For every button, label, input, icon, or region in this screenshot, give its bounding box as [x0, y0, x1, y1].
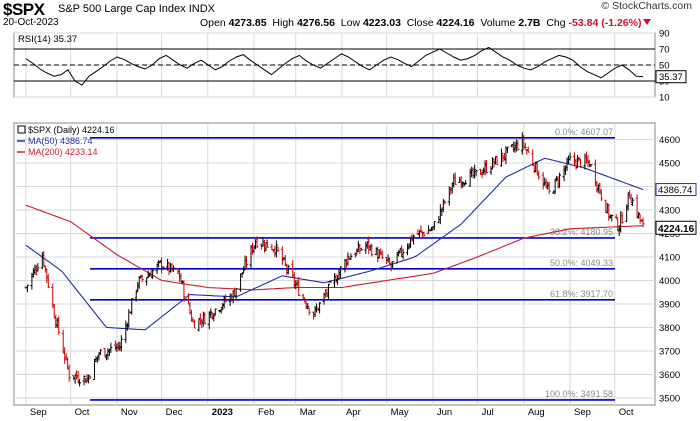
rsi-tick-label: 90: [659, 29, 670, 40]
price-panel-frame: [13, 122, 656, 406]
rsi-last-tag: [655, 70, 687, 84]
rsi-tick-label: 70: [659, 45, 670, 56]
chg-label: Chg: [546, 17, 566, 29]
last-close-value: 4224.16: [658, 224, 695, 235]
rsi-last-value: 35.37: [659, 72, 683, 83]
x-tick-label: Oct: [75, 407, 90, 418]
price-tick-label: 3500: [659, 393, 680, 404]
open-label: Open: [200, 17, 226, 29]
price-tick-label: 4500: [659, 158, 680, 169]
x-tick-label: Jun: [437, 407, 452, 418]
last-close-tag: [655, 220, 697, 235]
price-tick-label: 3700: [659, 346, 680, 357]
price-tick-label: 4300: [659, 205, 680, 216]
low-label: Low: [340, 17, 361, 29]
x-tick-label: Mar: [300, 407, 316, 418]
legend-entry: MA(200) 4233.14: [28, 147, 98, 157]
security-name: S&P 500 Large Cap Index INDX: [58, 3, 215, 15]
x-tick-label: Feb: [258, 407, 274, 418]
x-tick-label: Oct: [619, 407, 634, 418]
open-value: 4273.85: [228, 17, 267, 29]
x-tick-label: Nov: [121, 407, 138, 418]
fib-label: 61.8%: 3917.70: [550, 289, 613, 299]
symbol-title: $SPX: [3, 0, 45, 19]
price-tick-label: 4100: [659, 252, 680, 263]
x-tick-label: Apr: [346, 407, 361, 418]
ohlc-bars: [24, 132, 645, 387]
high-label: High: [272, 17, 295, 29]
close-value: 4224.16: [436, 17, 475, 29]
price-tick-label: 3600: [659, 370, 680, 381]
price-tick-label: 3900: [659, 299, 680, 310]
price-tick-label: 4000: [659, 276, 680, 287]
rsi-tick-label: 50: [659, 61, 670, 72]
x-tick-label: Sep: [574, 407, 591, 418]
chg-value: -53.84 (-1.26%): [568, 17, 642, 29]
rsi-title: RSI(14) 35.37: [18, 34, 77, 45]
volume-value: 2.7B: [518, 17, 541, 29]
legend-price-swatch: [17, 125, 26, 134]
stockcharts-brand[interactable]: © StockCharts.com: [601, 0, 692, 12]
high-value: 4276.56: [296, 17, 335, 29]
ma50-last-tag: [655, 183, 697, 197]
x-tick-label: Sep: [30, 407, 47, 418]
volume-label: Volume: [480, 17, 516, 29]
security-name-text: S&P 500 Large Cap Index: [58, 3, 186, 15]
rsi-tick-label: 10: [659, 93, 670, 104]
legend-entry: MA(50) 4386.74: [28, 136, 93, 146]
x-tick-label: Dec: [166, 407, 183, 418]
price-tick-label: 4600: [659, 135, 680, 146]
x-tick-label: 2023: [212, 407, 233, 418]
x-tick-label: Jul: [482, 407, 494, 418]
x-tick-label: Aug: [528, 407, 545, 418]
price-tick-label: 3800: [659, 323, 680, 334]
down-arrow-icon: [643, 19, 652, 25]
fib-label: 100.0%: 3491.58: [545, 389, 613, 399]
ohlc-summary: Open 4273.85 High 4276.56 Low 4223.03 Cl…: [200, 17, 652, 29]
ma50-last-value: 4386.74: [658, 185, 692, 196]
exchange-label: INDX: [188, 3, 215, 15]
fib-label: 50.0%: 4049.33: [550, 258, 613, 268]
fib-label: 38.2%: 4180.95: [550, 227, 613, 237]
fib-label: 0.0%: 4607.07: [555, 127, 613, 137]
low-value: 4223.03: [362, 17, 401, 29]
x-tick-label: May: [391, 407, 409, 418]
date-label: 20-Oct-2023: [3, 17, 59, 28]
legend-entry: $SPX (Daily) 4224.16: [28, 125, 115, 135]
close-label: Close: [406, 17, 434, 29]
rsi-line: [25, 46, 644, 86]
